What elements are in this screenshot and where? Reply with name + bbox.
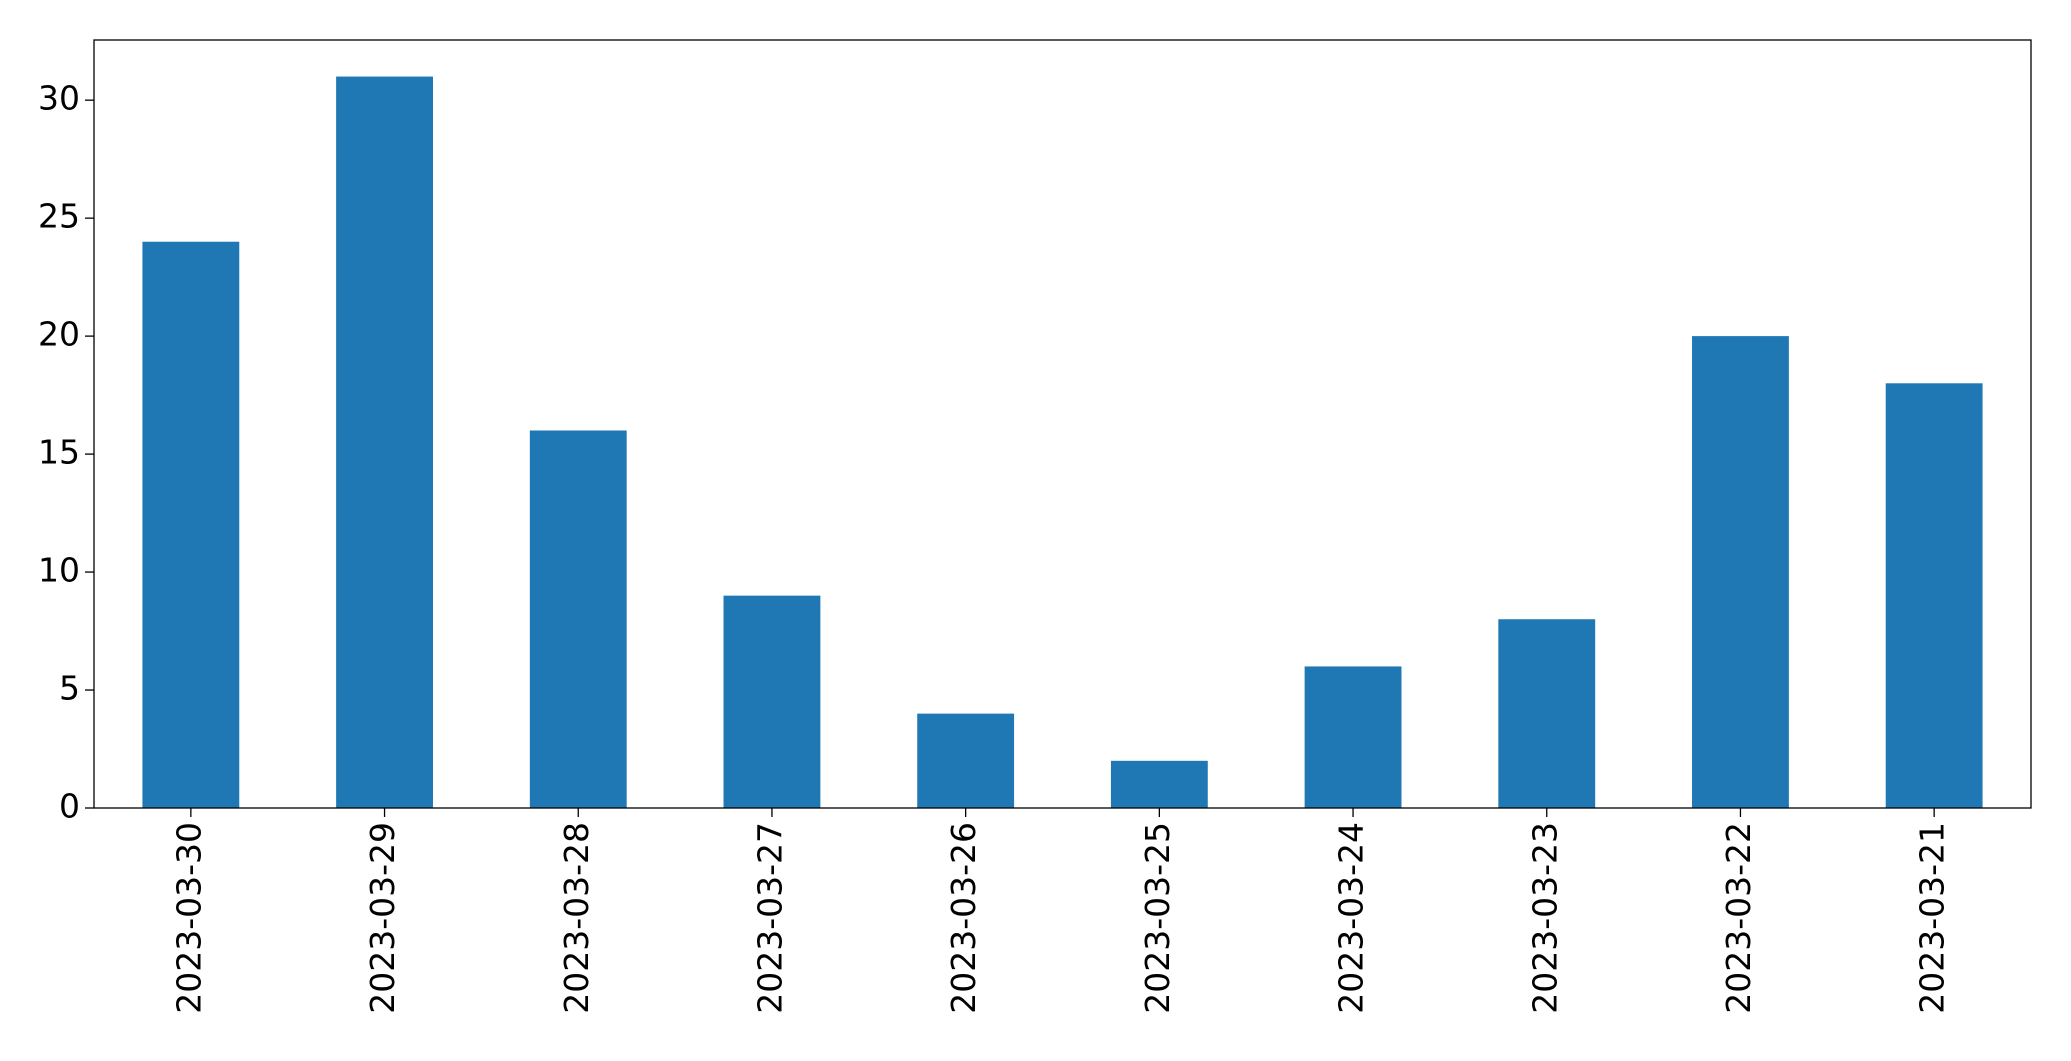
y-tick-label: 0 [59,787,80,826]
x-tick-label: 2023-03-25 [1138,822,1177,1014]
plot-frame [93,39,2032,809]
y-tick-label: 15 [38,433,80,472]
bar [336,76,433,809]
y-tick-label: 5 [59,669,80,708]
y-tick-label: 20 [38,315,80,354]
bar [917,713,1015,808]
x-tick-label: 2023-03-26 [944,822,983,1014]
bar [1692,336,1789,808]
x-tick-label: 2023-03-28 [557,822,596,1014]
bar [723,595,821,808]
x-tick-label: 2023-03-24 [1332,822,1371,1014]
x-tick-label: 2023-03-21 [1913,822,1952,1014]
y-tick-label: 10 [38,551,80,590]
bar [1885,383,1983,808]
bar [1110,760,1208,808]
y-tick-label: 30 [38,79,80,118]
x-tick-label: 2023-03-30 [169,822,208,1014]
bar [529,430,627,808]
bar [1304,666,1402,808]
bar [1498,619,1596,808]
x-tick-label: 2023-03-27 [750,822,789,1014]
bar [142,241,240,808]
x-tick-label: 2023-03-29 [363,822,402,1014]
y-tick-label: 25 [38,197,80,236]
x-tick-label: 2023-03-23 [1525,822,1564,1014]
x-tick-label: 2023-03-22 [1719,822,1758,1014]
